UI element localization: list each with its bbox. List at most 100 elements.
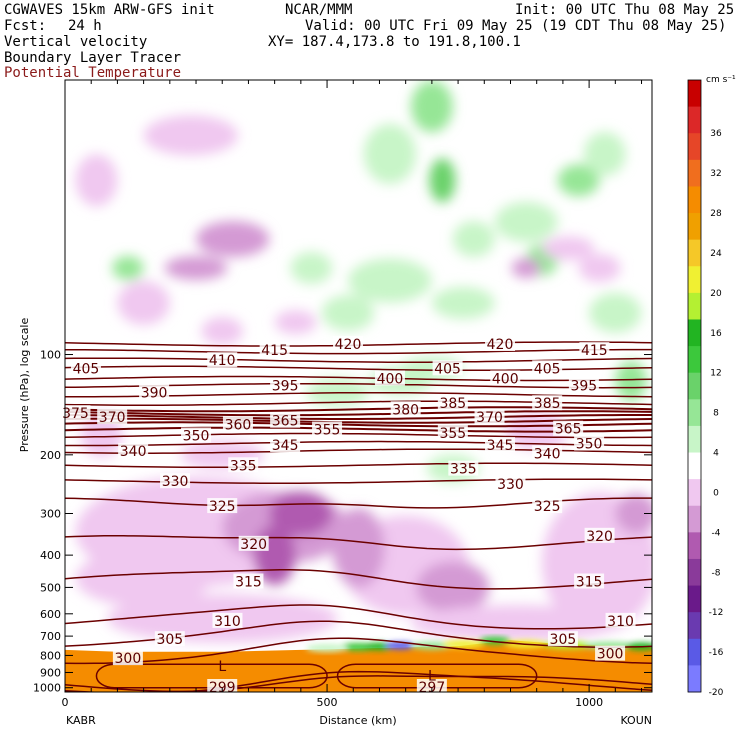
theta-label: 325	[209, 499, 236, 515]
colorbar-unit: cm s⁻¹	[706, 75, 736, 85]
colorbar: 36 32 28 24 20 16 12 8 4 0 -4 -8 -12 -16 -20	[687, 79, 724, 698]
theta-label-bg	[485, 336, 516, 352]
left-station-label: KABR	[66, 714, 96, 727]
theta-label-bg	[416, 678, 447, 694]
field-potential-temperature: Potential Temperature	[4, 65, 182, 81]
theta-label: 345	[272, 438, 299, 454]
theta-label: 420	[487, 337, 514, 353]
velocity-cell	[321, 294, 375, 331]
theta-label: 385	[439, 396, 466, 412]
theta-label-bg	[532, 360, 563, 376]
y-tick-label: 700	[40, 630, 61, 643]
theta-label-bg	[207, 678, 238, 694]
theta-contour	[65, 432, 652, 439]
velocity-cell	[117, 280, 170, 325]
x-tick-label: 500	[317, 696, 338, 709]
theta-contour	[65, 440, 652, 447]
theta-label: 360	[225, 417, 252, 433]
plot-frame	[64, 79, 653, 693]
colorbar-swatch	[688, 372, 701, 400]
colorbar-swatch	[688, 159, 701, 187]
theta-contour	[65, 462, 652, 469]
theta-label-bg	[112, 650, 143, 666]
colorbar-swatch	[688, 186, 701, 214]
theta-label-bg	[259, 342, 290, 358]
theta-label-bg	[595, 645, 626, 661]
theta-label: 320	[240, 537, 267, 553]
colorbar-swatch	[688, 399, 701, 427]
theta-label-bg	[70, 360, 101, 376]
x-tick-label: 0	[62, 696, 69, 709]
theta-contour	[65, 535, 652, 551]
theta-contour	[65, 414, 652, 420]
theta-label-bg	[333, 336, 364, 352]
colorbar-tick-label: 24	[710, 249, 722, 259]
colorbar-tick-label: -8	[712, 568, 721, 578]
theta-label-bg	[212, 612, 243, 628]
colorbar-tick-label: -4	[712, 528, 721, 538]
colorbar-swatch	[688, 452, 701, 480]
velocity-cell	[143, 115, 238, 156]
theta-label: 340	[120, 444, 147, 460]
velocity-cell	[578, 254, 621, 283]
theta-contour	[65, 604, 652, 630]
theta-label: 320	[586, 529, 613, 545]
theta-label: 375	[62, 406, 89, 422]
colorbar-swatch	[688, 585, 701, 613]
theta-label: 405	[434, 361, 461, 377]
theta-label-bg	[432, 360, 463, 376]
velocity-cell	[274, 310, 317, 335]
cross-section-coords: XY= 187.4,173.8 to 191.8,100.1	[268, 34, 521, 50]
colorbar-swatch	[688, 292, 701, 320]
theta-label: 350	[183, 429, 210, 445]
theta-label-bg	[238, 535, 269, 551]
theta-label-bg	[222, 416, 253, 432]
theta-label: 420	[335, 337, 362, 353]
theta-contour	[65, 410, 652, 417]
low-marker: L	[218, 659, 226, 675]
colorbar-swatch	[688, 319, 701, 347]
theta-label: 330	[162, 474, 189, 490]
theta-label-bg	[532, 445, 563, 461]
forecast-hour: 24 h	[68, 18, 102, 34]
theta-label: 415	[261, 343, 288, 359]
velocity-cell	[615, 360, 647, 401]
colorbar-tick-label: 20	[710, 289, 722, 299]
velocity-cell	[511, 258, 541, 279]
velocity-cell	[363, 123, 417, 184]
colorbar-swatch	[688, 665, 701, 693]
theta-contour	[65, 675, 652, 692]
y-tick-label: 600	[40, 608, 61, 621]
theta-label: 365	[555, 422, 582, 438]
theta-label-bg	[574, 573, 605, 589]
theta-label-bg	[547, 631, 578, 647]
theta-contour	[65, 637, 652, 665]
boundary-layer-edge	[306, 636, 652, 653]
x-tick-label: 1000	[575, 696, 603, 709]
theta-label-bg	[270, 412, 301, 428]
theta-contour	[65, 357, 652, 363]
y-tick-label: 200	[40, 449, 61, 462]
theta-label-bg	[532, 498, 563, 514]
colorbar-swatch	[688, 612, 701, 640]
theta-label: 400	[377, 371, 404, 387]
theta-label-bg	[97, 409, 128, 425]
y-tick-label: 800	[40, 649, 61, 662]
theta-label: 385	[534, 396, 561, 412]
theta-label-bg	[574, 435, 605, 451]
y-tick-label: 300	[40, 508, 61, 521]
colorbar-swatch	[688, 479, 701, 507]
colorbar-tick-label: 32	[710, 169, 721, 179]
colorbar-swatch	[688, 239, 701, 267]
velocity-cell	[75, 154, 118, 207]
theta-label: 330	[497, 477, 524, 493]
theta-label: 395	[570, 379, 597, 395]
velocity-cell	[269, 491, 333, 536]
theta-label-bg	[207, 352, 238, 368]
y-tick-label: 400	[40, 549, 61, 562]
colorbar-swatch	[688, 425, 701, 454]
colorbar-tick-label: 36	[710, 129, 722, 139]
velocity-cell	[583, 131, 626, 176]
forecast-label: Fcst:	[4, 18, 47, 34]
